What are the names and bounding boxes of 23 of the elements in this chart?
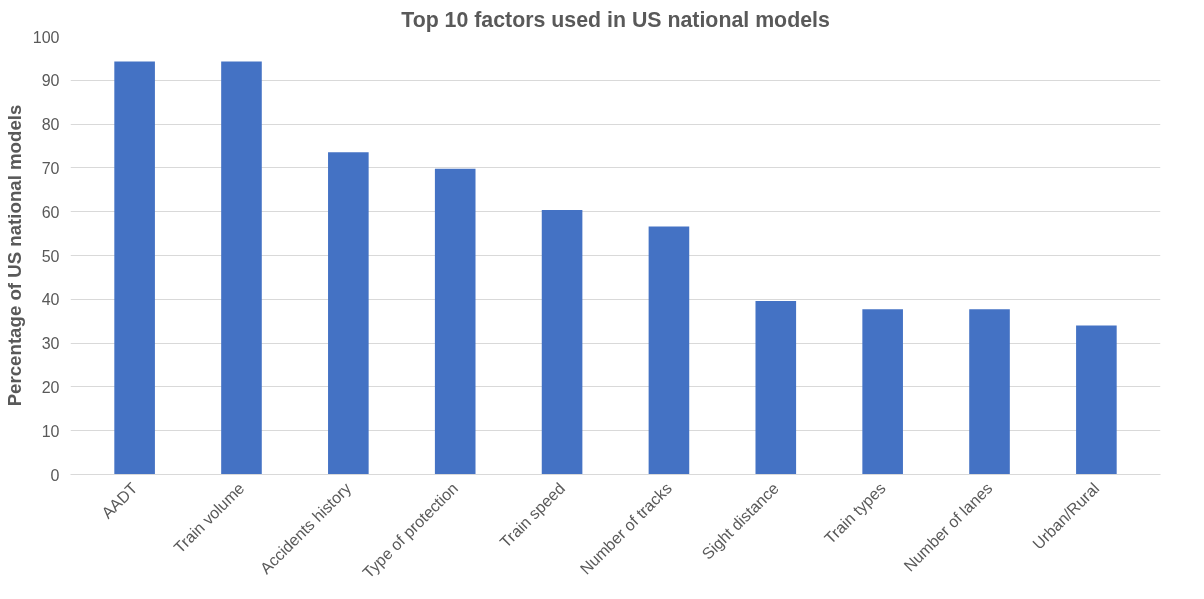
- bar: [969, 309, 1010, 475]
- bar: [755, 301, 797, 475]
- bar: [434, 168, 476, 475]
- bar: [1076, 325, 1117, 475]
- y-tick-label: 40: [41, 291, 60, 309]
- bar: [862, 309, 903, 475]
- y-tick-label: 70: [41, 159, 60, 177]
- y-tick-label: 20: [41, 378, 60, 396]
- y-tick-label: 50: [41, 247, 60, 265]
- bar: [328, 152, 369, 475]
- bar: [648, 226, 690, 475]
- y-tick-label: 80: [41, 116, 60, 134]
- y-tick-label: 90: [41, 72, 60, 90]
- y-tick-label: 10: [41, 422, 60, 440]
- y-tick-label: 30: [41, 335, 60, 353]
- y-tick-label: 100: [32, 28, 60, 46]
- bar: [114, 61, 155, 475]
- chart-title: Top 10 factors used in US national models: [401, 7, 830, 32]
- y-tick-label: 0: [50, 466, 60, 484]
- y-axis-title: Percentage of US national models: [3, 104, 25, 407]
- bar: [221, 61, 262, 475]
- bar: [541, 209, 583, 475]
- y-tick-label: 60: [41, 203, 60, 221]
